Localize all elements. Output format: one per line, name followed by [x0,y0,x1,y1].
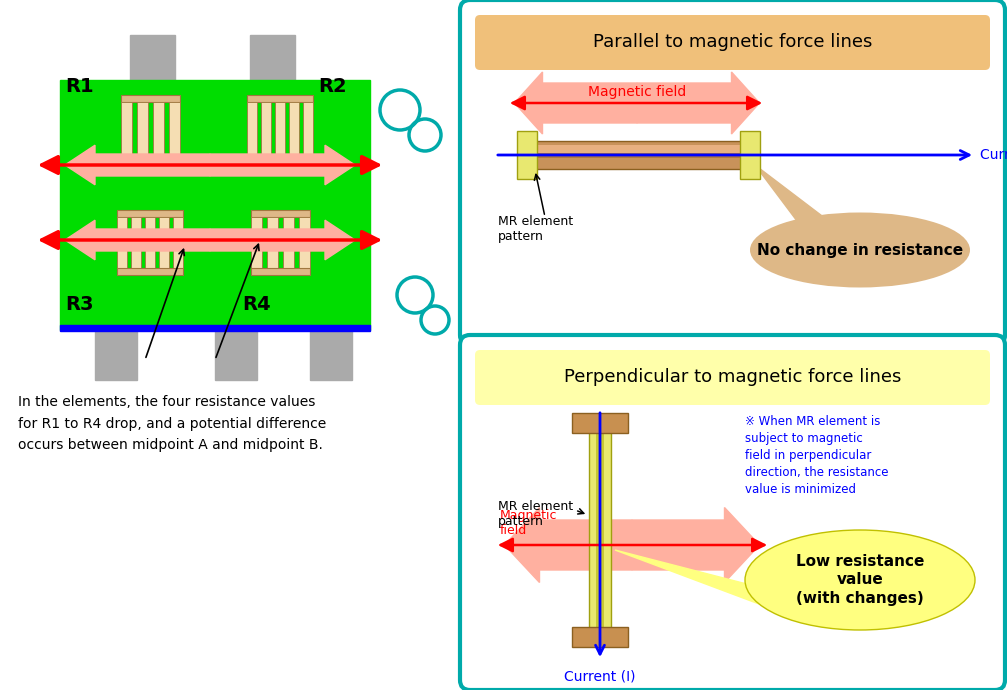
Bar [247,102,257,158]
Text: Magnetic field: Magnetic field [588,85,686,99]
FancyArrow shape [210,145,355,185]
Bar [117,217,127,268]
FancyBboxPatch shape [475,350,990,405]
Bar [159,217,169,268]
Text: MR element
pattern: MR element pattern [498,500,573,528]
Text: Parallel to magnetic force lines: Parallel to magnetic force lines [593,33,872,51]
Bar [117,210,183,217]
Bar [283,217,293,268]
Bar [251,210,309,217]
Text: Magnetic
field: Magnetic field [500,509,558,537]
Bar [95,330,137,380]
Text: Low resistance
value
(with changes): Low resistance value (with changes) [796,554,924,606]
Bar [173,217,183,268]
FancyArrow shape [65,220,210,260]
Text: MR element
pattern: MR element pattern [498,215,573,243]
Bar [137,102,147,158]
Text: R4: R4 [242,295,271,314]
Bar [121,95,179,102]
Text: Current (I): Current (I) [564,670,635,684]
Ellipse shape [750,213,970,288]
Bar [117,268,183,275]
Text: Perpendicular to magnetic force lines: Perpendicular to magnetic force lines [564,368,901,386]
FancyArrow shape [65,145,210,185]
Bar [303,102,313,158]
Bar [152,102,163,158]
Bar [60,325,370,331]
Bar [267,217,278,268]
Bar [247,95,313,102]
Bar [572,627,628,647]
Bar [251,268,309,275]
Text: R1: R1 [65,77,94,96]
Text: Current (I): Current (I) [980,148,1007,162]
Bar [525,141,750,169]
Bar [251,217,262,268]
FancyBboxPatch shape [460,0,1005,345]
Text: ※ When MR element is
subject to magnetic
field in perpendicular
direction, the r: ※ When MR element is subject to magnetic… [745,415,888,496]
FancyBboxPatch shape [475,15,990,70]
Bar [168,102,179,158]
Bar [298,217,309,268]
Ellipse shape [745,530,975,630]
Polygon shape [615,550,775,610]
Bar [60,80,370,330]
Text: In the elements, the four resistance values
for R1 to R4 drop, and a potential d: In the elements, the four resistance val… [18,395,326,453]
Bar [121,158,179,165]
Bar [589,425,611,635]
Bar [215,330,257,380]
Text: R2: R2 [318,77,346,96]
Bar [250,35,295,83]
Bar [121,102,132,158]
FancyBboxPatch shape [460,335,1005,690]
FancyArrow shape [632,508,759,582]
FancyArrow shape [505,508,632,582]
FancyArrow shape [210,220,355,260]
Bar [525,153,750,158]
Bar [289,102,299,158]
Polygon shape [755,165,830,225]
Bar [275,102,285,158]
Bar [310,330,352,380]
FancyArrow shape [515,72,637,134]
Bar [131,217,141,268]
Bar [525,145,750,153]
Bar [517,131,537,179]
FancyArrow shape [637,72,759,134]
Bar [247,158,313,165]
Bar [130,35,175,83]
Bar [145,217,155,268]
Text: R3: R3 [65,295,94,314]
Bar [572,413,628,433]
Text: No change in resistance: No change in resistance [757,242,963,257]
Bar [261,102,271,158]
Bar [740,131,760,179]
Bar [596,425,604,635]
